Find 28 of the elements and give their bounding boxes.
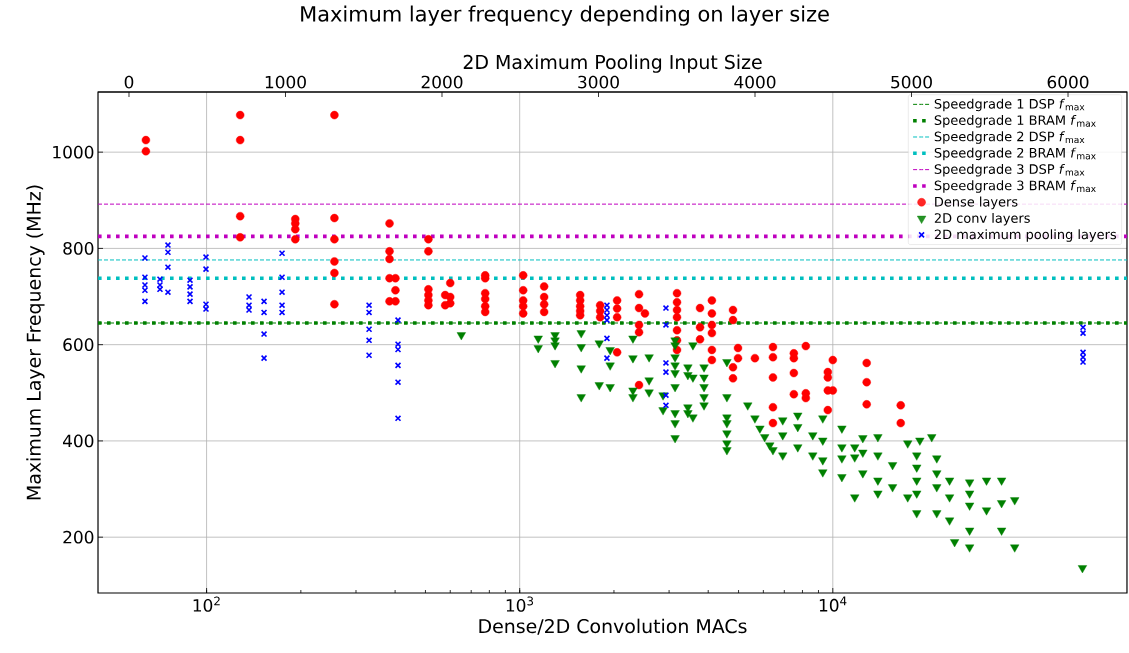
x2-tick-label: 0 (124, 75, 134, 89)
y-tick-label: 800 (63, 241, 94, 255)
legend-label: Speedgrade 3 DSP f$_{max}$ (934, 163, 1085, 177)
legend-label: 2D conv layers (934, 212, 1030, 226)
y-axis-title: Maximum Layer Frequency (MHz) (26, 185, 45, 500)
x-tick-label: 10$^{3}$ (506, 596, 534, 612)
x2-tick-label: 6000 (1047, 75, 1089, 89)
y-tick-label: 600 (63, 338, 94, 352)
legend-label: Dense layers (935, 196, 1018, 210)
x-tick-label: 10$^{4}$ (819, 596, 847, 612)
legend-label: 2D maximum pooling layers (934, 229, 1117, 242)
y-tick-label: 200 (63, 530, 94, 544)
x-axis-title: Dense/2D Convolution MACs (479, 618, 747, 635)
x2-tick-label: 1000 (265, 75, 306, 89)
chart-title: Maximum layer frequency depending on layer size (301, 5, 829, 26)
x2-tick-label: 2000 (421, 75, 463, 89)
x2-tick-label: 5000 (891, 75, 932, 89)
y-tick-label: 1000 (53, 145, 94, 159)
x2-tick-label: 3000 (578, 75, 619, 89)
x2-axis-title: 2D Maximum Pooling Input Size (463, 54, 762, 73)
legend-label: Speedgrade 1 BRAM f$_{max}$ (934, 115, 1096, 128)
legend-label: Speedgrade 1 DSP f$_{max}$ (934, 98, 1085, 112)
legend-label: Speedgrade 2 DSP f$_{max}$ (934, 131, 1085, 144)
legend-label: Speedgrade 2 BRAM f$_{max}$ (934, 147, 1096, 161)
legend-label: Speedgrade 3 BRAM f$_{max}$ (934, 180, 1096, 193)
y-tick-label: 400 (62, 434, 94, 448)
x2-tick-label: 4000 (734, 75, 776, 89)
x-tick-label: 10$^{2}$ (193, 596, 220, 612)
